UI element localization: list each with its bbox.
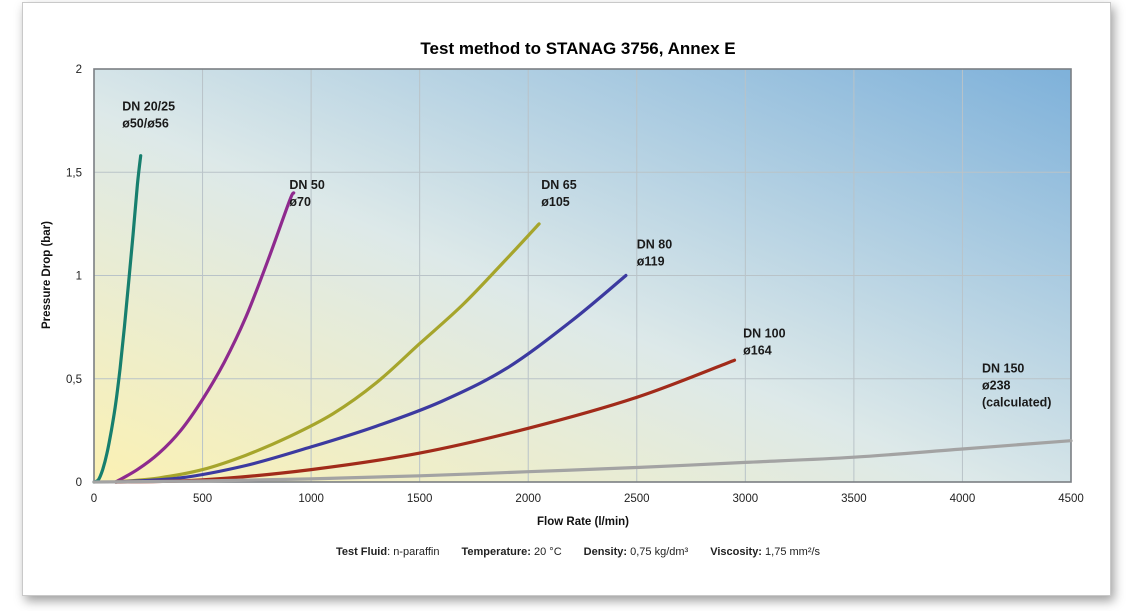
footnote-temperature-value: 20 °C xyxy=(531,546,562,558)
curve-label-dn-50-o70: DN 50 ø70 xyxy=(289,178,324,209)
chart-card: 0 500 1000 1500 2000 2500 3000 3500 4000 4500 0 0,5… xyxy=(22,2,1111,596)
footnote-viscosity-value: 1,75 mm²/s xyxy=(762,546,821,558)
curve-label-dn-150-o238-calculated: DN 150 ø238 (calculated) xyxy=(982,362,1051,410)
plot-frame xyxy=(93,68,1072,483)
series-line-dn-50-o70 xyxy=(114,191,296,484)
curve-label-line: ø50/ø56 xyxy=(122,116,169,130)
x-tick-label: 1000 xyxy=(298,493,324,505)
curve-label-dn-80-o119: DN 80 ø119 xyxy=(637,238,672,269)
footnote-fluid-label: Test Fluid xyxy=(336,546,387,558)
x-tick-label: 0 xyxy=(91,493,97,505)
curve-label-dn-65-o105: DN 65 ø105 xyxy=(541,178,576,209)
x-tick-label: 3500 xyxy=(841,493,867,505)
curve-label-line: (calculated) xyxy=(982,396,1051,410)
x-tick-label: 2500 xyxy=(624,493,650,505)
tick-labels: 0 500 1000 1500 2000 2500 3000 3500 4000 4500 0 0,5… xyxy=(66,64,1084,505)
y-tick-label: 0,5 xyxy=(66,374,82,386)
series-layer xyxy=(92,154,1073,484)
curve-label-line: ø238 xyxy=(982,379,1011,393)
footnote: Test Fluid: n-paraffin Temperature: 20 °C… xyxy=(336,546,821,558)
y-tick-label: 1,5 xyxy=(66,167,82,179)
curve-label-line: ø119 xyxy=(637,255,665,269)
footnote-density-label: Density: xyxy=(584,546,627,558)
x-tick-label: 3000 xyxy=(733,493,759,505)
chart-title: Test method to STANAG 3756, Annex E xyxy=(420,39,735,58)
y-tick-label: 2 xyxy=(76,64,82,76)
footnote-fluid-value: : n-paraffin xyxy=(387,546,439,558)
curve-label-line: DN 20/25 xyxy=(122,99,175,113)
y-axis-title: Pressure Drop (bar) xyxy=(41,221,53,329)
curve-label-line: DN 50 xyxy=(289,178,324,192)
curve-label-line: DN 80 xyxy=(637,238,672,252)
footnote-density-value: 0,75 kg/dm³ xyxy=(627,546,688,558)
curve-label-dn-20-25-o50-o56: DN 20/25 ø50/ø56 xyxy=(122,99,175,130)
x-tick-label: 2000 xyxy=(515,493,541,505)
curve-label-line: ø70 xyxy=(289,195,311,209)
footnote-viscosity-label: Viscosity: xyxy=(710,546,762,558)
x-tick-label: 1500 xyxy=(407,493,433,505)
curve-label-line: DN 65 xyxy=(541,178,576,192)
curve-labels: DN 20/25 ø50/ø56 DN 50 ø70 DN 65 ø105 DN 80 ø11… xyxy=(122,99,1051,409)
x-axis-title: Flow Rate (l/min) xyxy=(537,516,629,528)
x-tick-label: 4500 xyxy=(1058,493,1084,505)
gridlines xyxy=(94,69,1071,482)
chart: 0 500 1000 1500 2000 2500 3000 3500 4000 4500 0 0,5… xyxy=(41,39,1084,558)
curve-label-line: ø105 xyxy=(541,195,570,209)
curve-label-line: DN 100 xyxy=(743,326,785,340)
y-tick-label: 0 xyxy=(76,477,82,489)
curve-label-dn-100-o164: DN 100 ø164 xyxy=(743,326,785,357)
series-line-dn-65-o105 xyxy=(114,222,541,484)
series-line-dn-150-o238-calculated xyxy=(92,439,1073,484)
series-line-dn-20-25-o50-o56 xyxy=(92,154,143,484)
x-tick-label: 4000 xyxy=(950,493,976,505)
y-tick-label: 1 xyxy=(76,271,82,283)
series-line-dn-80-o119 xyxy=(114,273,628,484)
curve-label-line: DN 150 xyxy=(982,362,1024,376)
footnote-temperature-label: Temperature: xyxy=(461,546,530,558)
curve-label-line: ø164 xyxy=(743,343,772,357)
x-tick-label: 500 xyxy=(193,493,212,505)
